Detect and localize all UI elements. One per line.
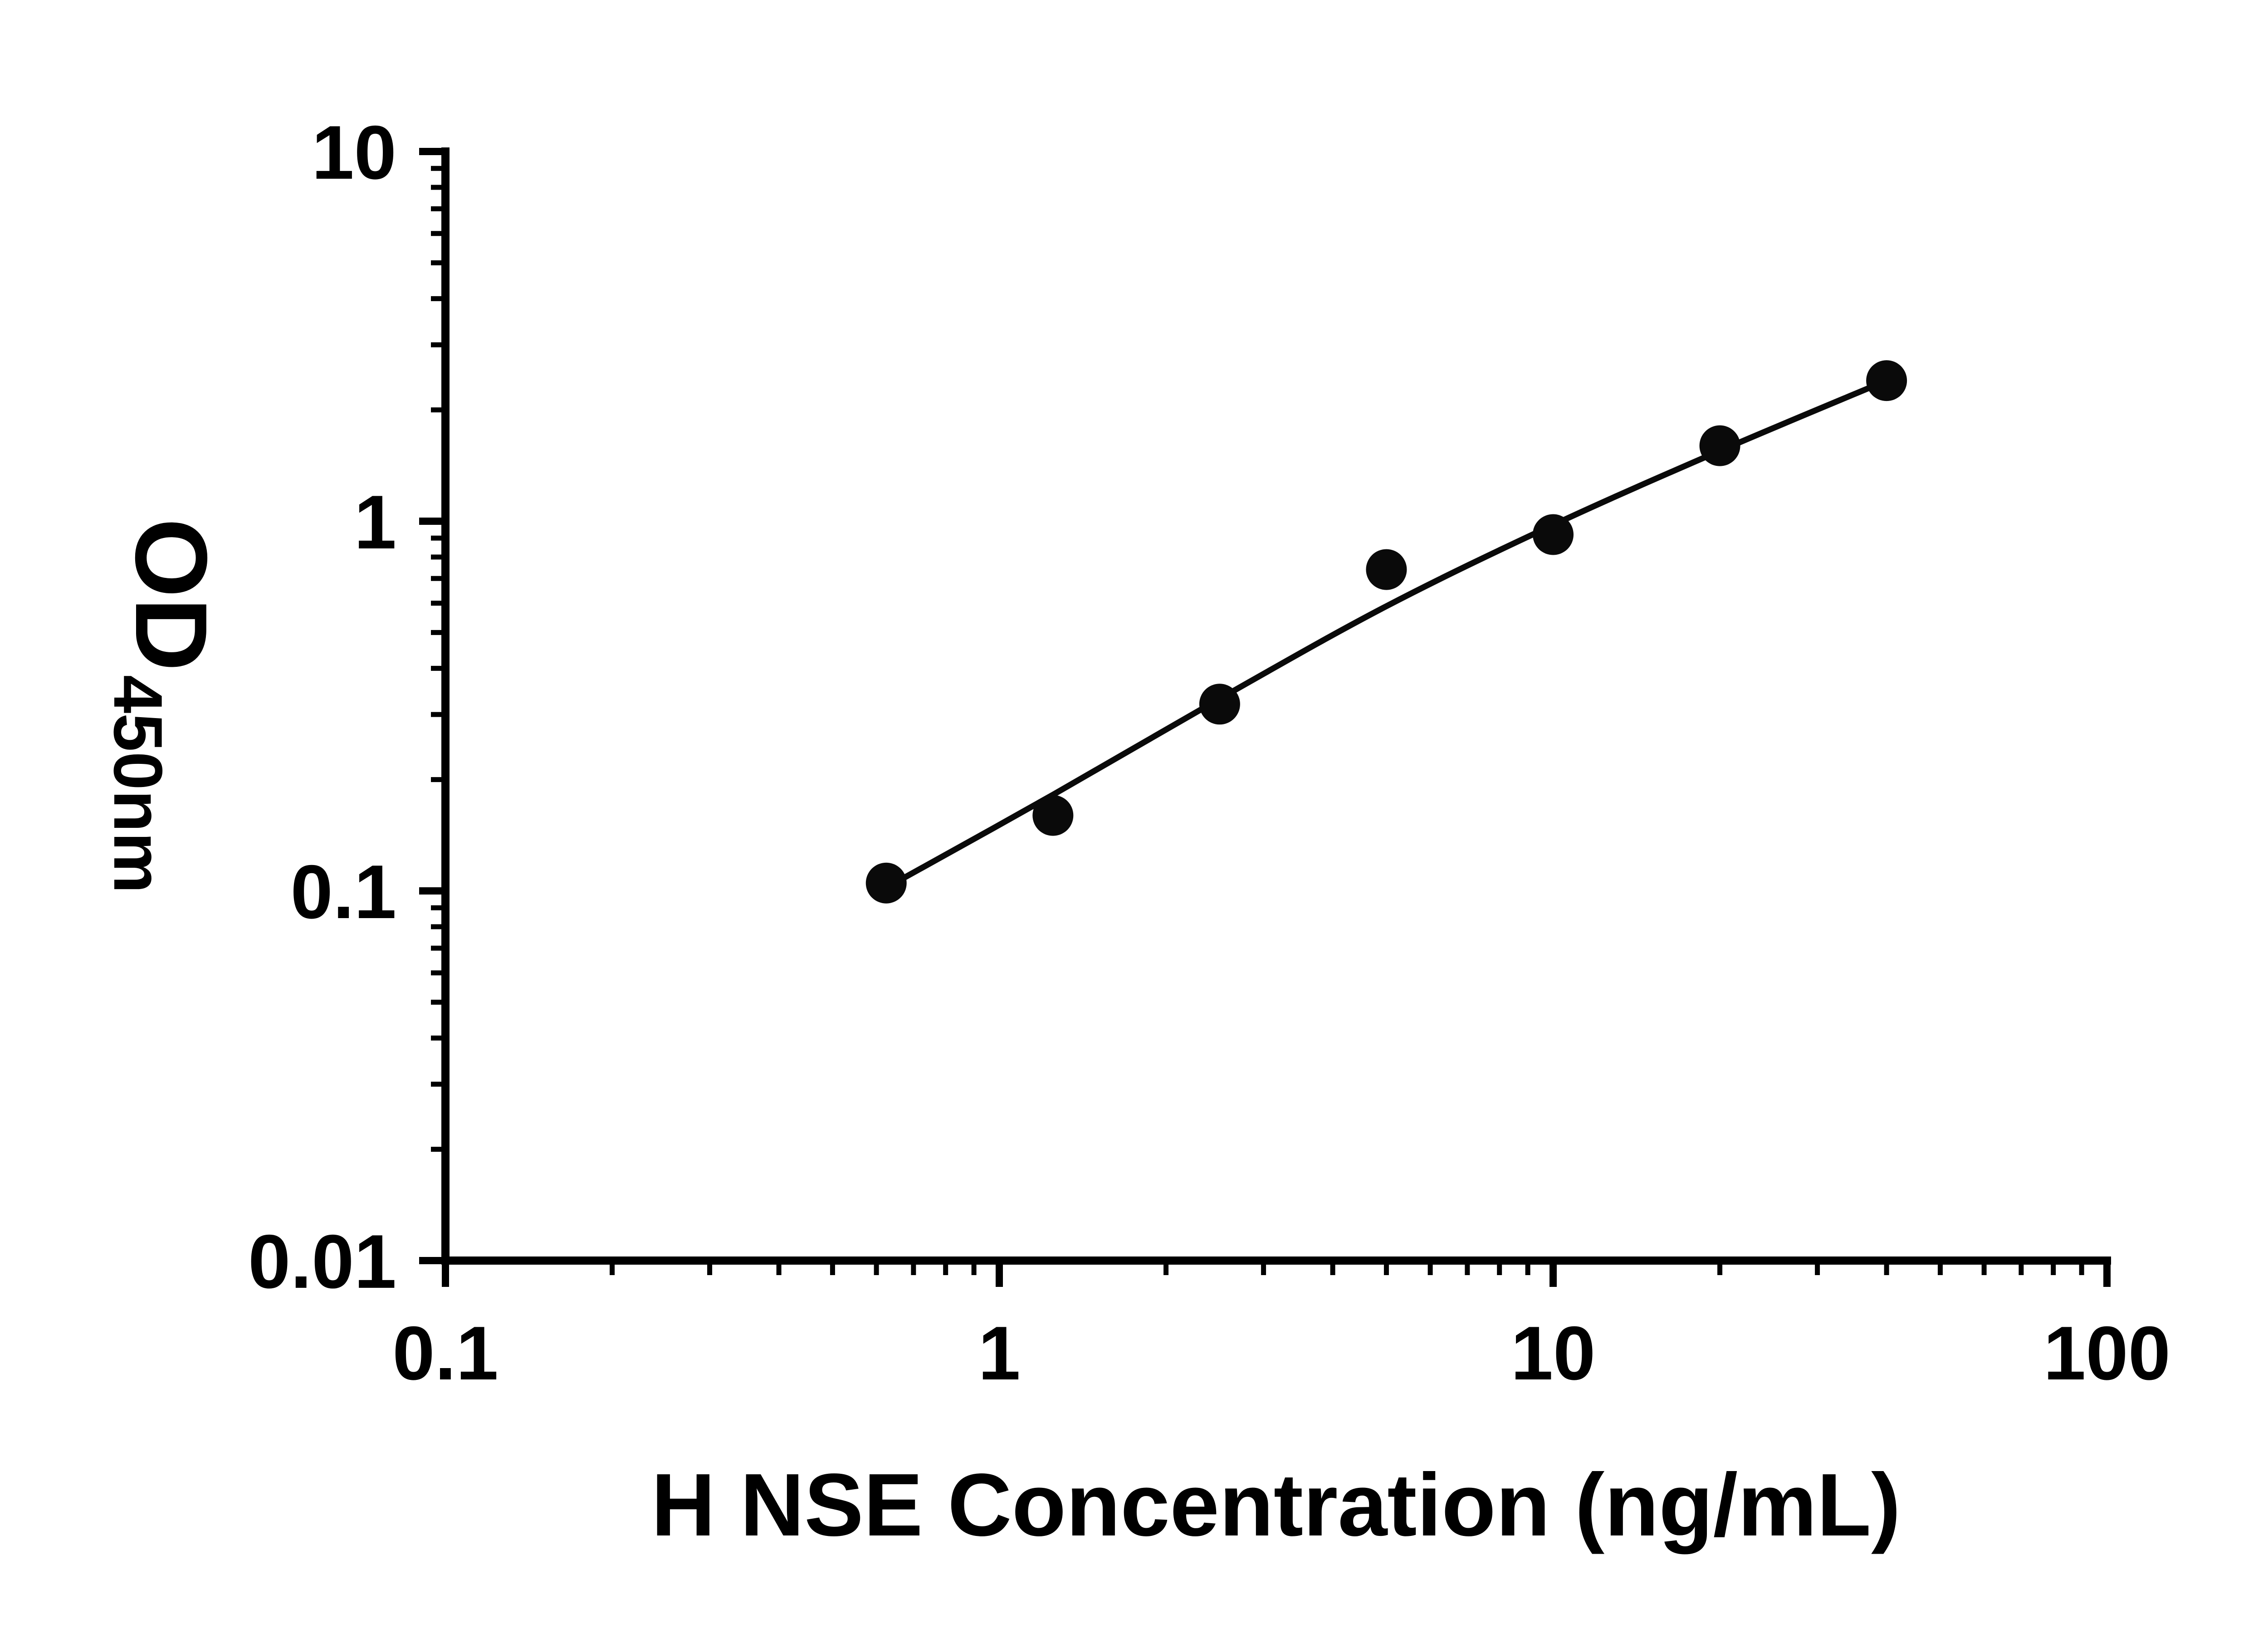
data-point: [1199, 684, 1240, 725]
x-tick-label: 1: [978, 1310, 1020, 1396]
y-tick-label: 10: [312, 110, 396, 195]
data-point: [1533, 514, 1574, 555]
x-tick-label: 100: [2043, 1310, 2170, 1396]
y-axis-title-sub: 450nm: [99, 675, 176, 894]
data-point: [1699, 425, 1740, 466]
y-axis-title-main: OD: [114, 518, 229, 671]
x-tick-label: 0.1: [392, 1310, 499, 1396]
data-point: [1366, 549, 1407, 590]
y-tick-label: 0.01: [248, 1219, 396, 1304]
y-axis-title: OD450nm: [99, 518, 229, 893]
data-point: [865, 862, 907, 904]
x-tick-label: 10: [1511, 1310, 1596, 1396]
data-point: [1032, 795, 1074, 836]
x-axis-title: H NSE Concentration (ng/mL): [651, 1455, 1901, 1555]
series-layer: [865, 360, 1907, 904]
y-tick-label: 1: [354, 479, 396, 565]
y-tick-label: 0.1: [290, 849, 396, 934]
data-point: [1866, 360, 1907, 401]
